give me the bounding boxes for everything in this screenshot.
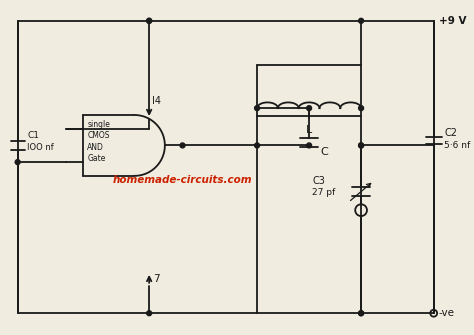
Circle shape <box>359 311 364 316</box>
Text: IOO nf: IOO nf <box>27 143 54 152</box>
Circle shape <box>359 18 364 23</box>
Circle shape <box>255 143 260 148</box>
Text: +9 V: +9 V <box>438 16 466 26</box>
Circle shape <box>146 18 152 23</box>
Circle shape <box>359 143 364 148</box>
Text: 27 pf: 27 pf <box>312 188 335 197</box>
Text: L: L <box>306 125 312 135</box>
Circle shape <box>307 143 311 148</box>
Text: 7: 7 <box>153 274 160 284</box>
Circle shape <box>146 311 152 316</box>
Circle shape <box>146 18 152 23</box>
Text: -ve: -ve <box>438 308 455 318</box>
Circle shape <box>359 143 364 148</box>
Circle shape <box>15 160 20 164</box>
Text: I4: I4 <box>152 96 161 106</box>
Text: C2: C2 <box>445 128 457 138</box>
Circle shape <box>180 143 185 148</box>
Text: 5·6 nf: 5·6 nf <box>445 141 471 150</box>
Text: C: C <box>320 147 328 157</box>
Circle shape <box>255 106 260 111</box>
Text: homemade-circuits.com: homemade-circuits.com <box>113 175 252 185</box>
Text: C3: C3 <box>312 176 325 186</box>
Text: C1: C1 <box>27 131 39 140</box>
Circle shape <box>359 106 364 111</box>
Circle shape <box>307 106 311 111</box>
Circle shape <box>359 311 364 316</box>
Text: single
CMOS
AND
Gate: single CMOS AND Gate <box>87 120 110 163</box>
